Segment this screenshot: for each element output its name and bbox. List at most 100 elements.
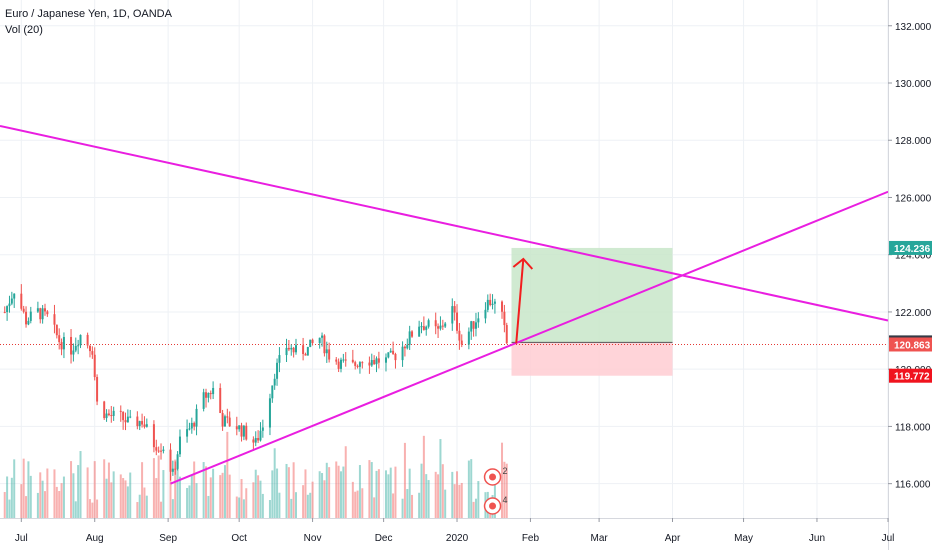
candle-body xyxy=(205,392,208,398)
price-tick-label: 124.000 xyxy=(895,251,932,262)
candle-body xyxy=(427,320,430,327)
candle-body xyxy=(105,413,108,419)
candle-body xyxy=(88,345,91,352)
candle-body xyxy=(186,429,189,437)
volume-bar xyxy=(242,499,245,518)
volume-bar xyxy=(43,491,46,518)
time-tick-label: Jul xyxy=(15,533,28,544)
candle-body xyxy=(292,347,295,353)
volume-bar xyxy=(290,498,293,518)
time-tick-label: Dec xyxy=(375,533,393,544)
volume-bar xyxy=(311,481,314,518)
volume-bar xyxy=(190,475,193,518)
candle-body xyxy=(387,352,390,358)
candle-body xyxy=(8,303,11,307)
volume-bar xyxy=(20,484,23,518)
price-tick-label: 132.000 xyxy=(895,22,932,33)
volume-bar xyxy=(285,463,288,518)
volume-bar xyxy=(370,462,373,518)
volume-bar xyxy=(458,484,461,518)
symbol-title: Euro / Japanese Yen, 1D, OANDA xyxy=(5,8,172,20)
candle-body xyxy=(259,430,262,441)
candle-body xyxy=(401,346,404,361)
volume-bar xyxy=(472,501,475,518)
volume-bar xyxy=(309,492,312,518)
candle-body xyxy=(339,359,342,369)
volume-bar xyxy=(444,489,447,518)
volume-bar xyxy=(418,492,421,518)
candle-body xyxy=(124,420,127,423)
candle-body xyxy=(354,362,357,366)
volume-bar xyxy=(105,478,108,518)
candle-body xyxy=(408,331,411,345)
candle-body xyxy=(273,378,276,386)
volume-bar xyxy=(474,498,477,518)
volume-bar xyxy=(36,492,39,518)
volume-bar xyxy=(403,442,406,518)
time-tick-label: Jun xyxy=(809,533,825,544)
volume-bar xyxy=(62,476,65,518)
volume-bar xyxy=(119,474,122,518)
candle-body xyxy=(477,318,480,323)
candle-body xyxy=(370,360,373,366)
candle-body xyxy=(470,321,473,332)
candle-body xyxy=(41,308,44,320)
candle-body xyxy=(309,339,312,347)
candle-body xyxy=(176,454,179,469)
volume-bar xyxy=(138,494,141,518)
candle-body xyxy=(122,411,125,421)
candle-body xyxy=(62,336,65,350)
volume-bar xyxy=(55,486,58,518)
volume-bar xyxy=(136,502,139,518)
candle-body xyxy=(252,439,255,443)
volume-bar xyxy=(22,458,25,518)
candle-body xyxy=(27,320,30,325)
candle-body xyxy=(444,323,447,327)
volume-bar xyxy=(304,469,307,518)
volume-bar xyxy=(186,487,189,518)
target-arrow[interactable] xyxy=(512,257,534,344)
position-zones[interactable] xyxy=(511,247,673,376)
candle-body xyxy=(321,335,324,338)
candle-body xyxy=(119,410,122,412)
volume-bar xyxy=(287,467,290,518)
descending-trendline xyxy=(0,124,889,322)
candle-body xyxy=(486,299,489,310)
volume-bar xyxy=(29,475,32,518)
volume-bar xyxy=(124,480,127,518)
candle-body xyxy=(392,350,395,354)
time-axis[interactable]: Jul Aug Sep Oct Nov Dec 2020 Feb Mar Apr May Jun Jul xyxy=(0,518,894,550)
volume-bar xyxy=(425,474,428,518)
trendlines[interactable] xyxy=(0,124,889,485)
volume-bar xyxy=(110,482,113,518)
candle-body xyxy=(193,422,196,427)
candlesticks[interactable] xyxy=(3,284,508,481)
candle-body xyxy=(58,335,61,343)
candle-body xyxy=(235,426,238,430)
candle-body xyxy=(318,337,321,343)
volume-bar xyxy=(171,499,174,518)
price-axis[interactable]: 116.000118.000120.000122.000124.000126.0… xyxy=(888,0,932,550)
volume-bar xyxy=(245,488,248,518)
candle-body xyxy=(242,425,245,437)
volume-bar xyxy=(91,502,94,518)
volume-bar xyxy=(292,462,295,518)
time-axis-bg xyxy=(0,518,888,550)
volume-bar xyxy=(344,446,347,518)
candle-body xyxy=(143,424,146,427)
candle-body xyxy=(212,387,215,395)
candle-body xyxy=(188,428,191,430)
event-icons[interactable]: 24 xyxy=(483,466,508,515)
volume-bar xyxy=(93,461,96,518)
volume-bar xyxy=(79,451,82,518)
volume-bar xyxy=(354,491,357,518)
volume-bar xyxy=(6,476,9,518)
volume-bar xyxy=(271,470,274,518)
volume-bar xyxy=(441,464,444,518)
target-zone xyxy=(511,247,673,343)
candle-body xyxy=(325,349,328,354)
candle-body xyxy=(285,347,288,356)
time-tick-label: Mar xyxy=(590,533,608,544)
volume-bar xyxy=(268,499,271,518)
